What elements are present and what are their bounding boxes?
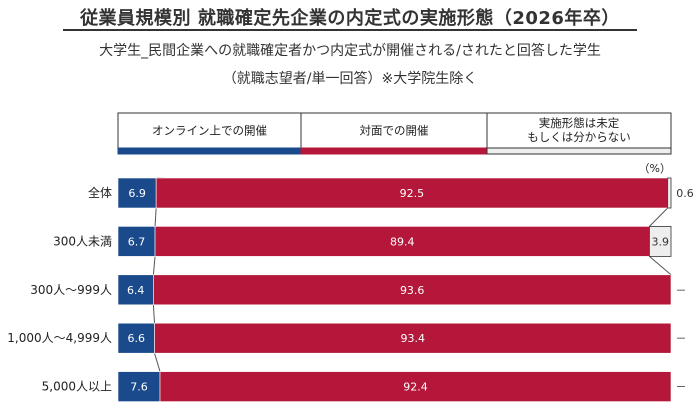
bar-segment xyxy=(153,274,672,306)
connector-line xyxy=(152,304,155,324)
chart-subtitle: 大学生_民間企業への就職確定者かつ内定式が開催される/されたと回答した学生 xyxy=(99,43,601,59)
category-label: 300人～999人 xyxy=(30,283,112,297)
category-label: 5,000人以上 xyxy=(42,380,112,394)
bar-segment xyxy=(117,274,154,306)
legend-swatch-3 xyxy=(486,147,672,155)
legend-box-1 xyxy=(117,112,302,149)
value-label: 6.9 xyxy=(128,187,146,200)
value-label: － xyxy=(676,284,687,297)
value-label: 6.7 xyxy=(128,235,146,248)
value-label: － xyxy=(676,381,687,394)
value-label: － xyxy=(676,332,687,345)
bar-segment xyxy=(155,177,668,209)
value-label: 93.4 xyxy=(400,332,425,345)
connector-line xyxy=(649,207,669,227)
connector-line xyxy=(649,256,672,276)
category-label: 1,000人～4,999人 xyxy=(7,331,112,345)
value-label: 3.9 xyxy=(651,235,669,248)
bar-segment xyxy=(159,371,672,402)
legend-swatch-2 xyxy=(300,147,488,155)
bar-segment xyxy=(117,371,161,402)
connector-line xyxy=(154,353,161,372)
connector-line xyxy=(152,256,156,275)
value-label: 6.4 xyxy=(127,284,145,297)
title-underline xyxy=(63,29,637,31)
chart-note: （就職志望者/単一回答）※大学院生除く xyxy=(222,71,478,87)
value-label: 0.6 xyxy=(676,187,694,200)
category-label: 300人未満 xyxy=(53,234,112,248)
bar-segment xyxy=(154,226,650,257)
bar-segment xyxy=(117,322,155,354)
bar-segment xyxy=(649,225,672,257)
legend-box-3 xyxy=(486,112,672,149)
bar-segment xyxy=(667,177,672,209)
value-label: 92.5 xyxy=(400,187,425,200)
value-label: 93.6 xyxy=(400,284,425,297)
category-label: 全体 xyxy=(88,185,112,200)
value-label: 89.4 xyxy=(390,235,415,248)
value-label: 92.4 xyxy=(403,381,428,394)
bar-segment xyxy=(117,226,156,257)
value-label: 6.6 xyxy=(127,332,145,345)
legend-label-2: 対面での開催 xyxy=(360,124,429,138)
connector-line xyxy=(154,207,157,227)
value-label: 7.6 xyxy=(130,381,148,394)
bar-segment xyxy=(154,322,672,354)
unit-label: （%） xyxy=(639,162,671,175)
legend-swatch-1 xyxy=(117,147,302,155)
legend-label-3-line-2: もしくは分からない xyxy=(527,130,631,144)
legend-label-1: オンライン上での開催 xyxy=(152,124,267,138)
chart-title: 従業員規模別 就職確定先企業の内定式の実施形態（2026年卒） xyxy=(80,8,620,29)
legend-label-3-line-1: 実施形態は未定 xyxy=(539,116,620,130)
